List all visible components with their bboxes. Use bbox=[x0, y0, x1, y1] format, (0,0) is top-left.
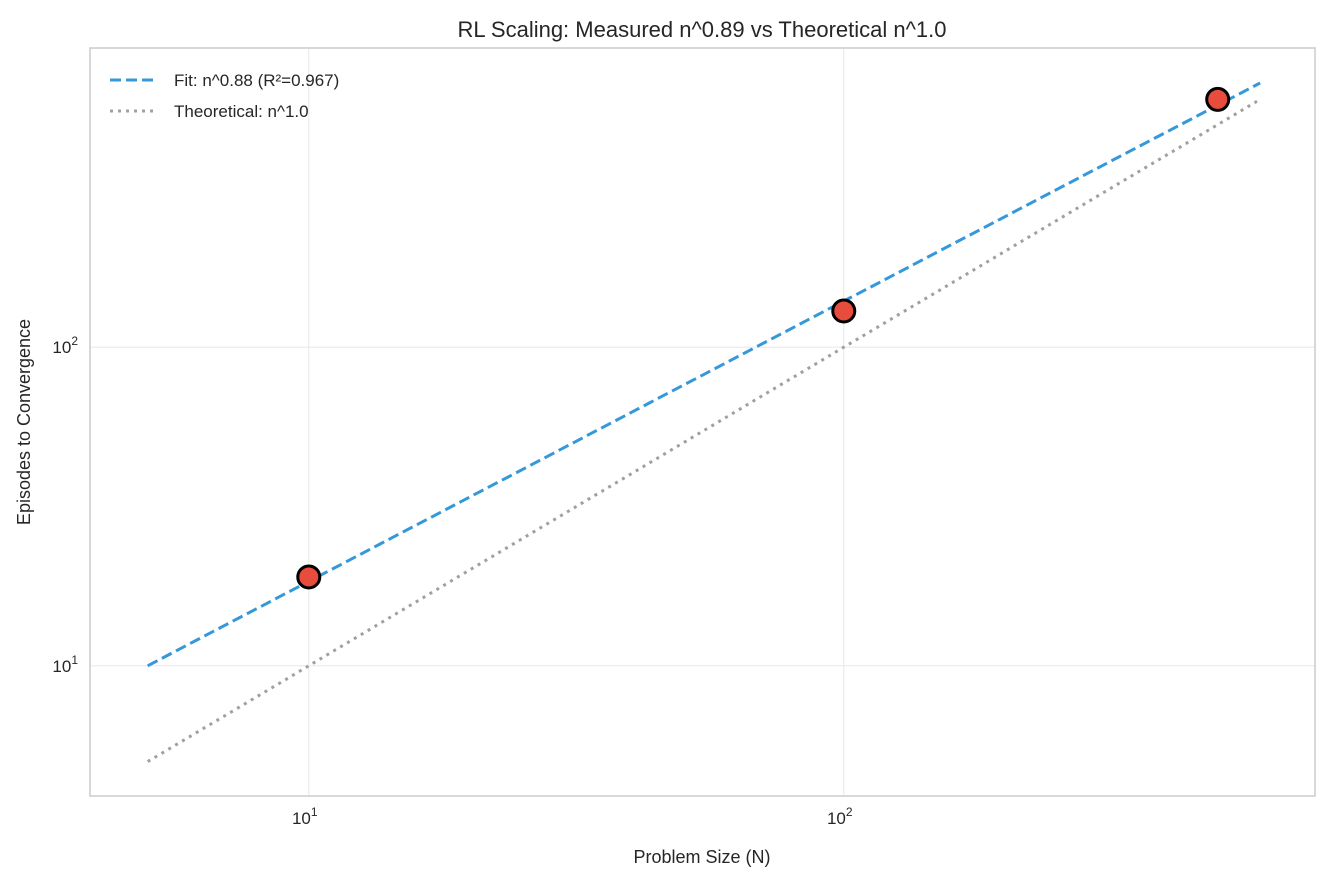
legend: Fit: n^0.88 (R²=0.967) Theoretical: n^1.… bbox=[110, 71, 339, 121]
data-point bbox=[296, 564, 322, 590]
chart-title: RL Scaling: Measured n^0.89 vs Theoretic… bbox=[457, 17, 946, 42]
x-tick-label: 101 bbox=[292, 805, 318, 828]
grid bbox=[90, 48, 1315, 796]
series-line-1 bbox=[146, 98, 1261, 763]
series-line-0 bbox=[147, 81, 1261, 668]
series-lines bbox=[146, 81, 1261, 763]
y-tick-label: 102 bbox=[52, 334, 78, 357]
y-tick-label: 101 bbox=[52, 653, 78, 676]
data-point bbox=[831, 298, 857, 324]
data-points bbox=[296, 86, 1231, 590]
data-point bbox=[1205, 86, 1231, 112]
legend-label-fit: Fit: n^0.88 (R²=0.967) bbox=[174, 71, 339, 90]
legend-label-theoretical: Theoretical: n^1.0 bbox=[174, 102, 309, 121]
tick-labels: 101 102 101 102 bbox=[52, 334, 852, 828]
x-tick-label: 102 bbox=[827, 805, 853, 828]
x-axis-label: Problem Size (N) bbox=[633, 847, 770, 867]
plot-frame bbox=[89, 47, 1316, 797]
y-axis-label: Episodes to Convergence bbox=[14, 319, 34, 525]
